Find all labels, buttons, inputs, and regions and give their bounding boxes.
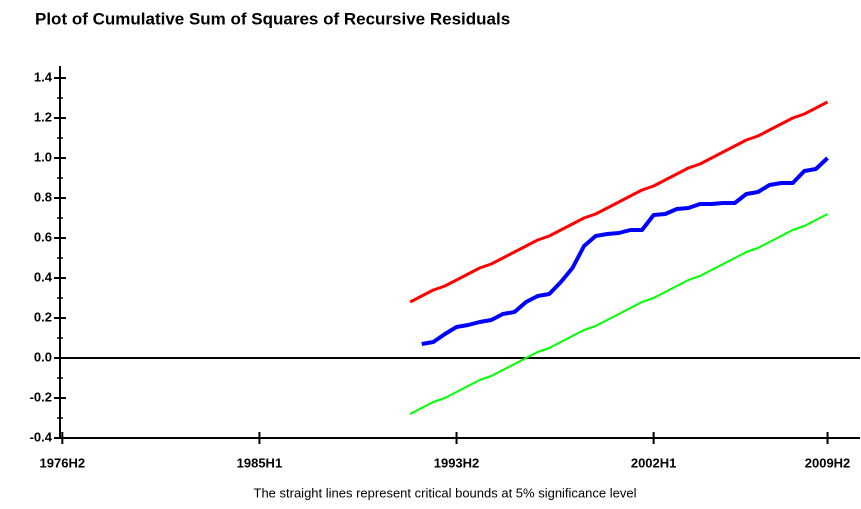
x-tick-label: 1976H2 <box>40 455 86 470</box>
x-tick-label: 1993H2 <box>434 455 480 470</box>
y-tick-label: 1.0 <box>34 149 52 164</box>
y-tick-label: -0.4 <box>30 429 53 444</box>
chart-title: Plot of Cumulative Sum of Squares of Rec… <box>35 9 510 28</box>
series-line <box>421 156 829 346</box>
x-tick-label: 2009H2 <box>805 455 851 470</box>
y-tick-label: 0.6 <box>34 229 52 244</box>
x-tick-label: 1985H1 <box>237 455 283 470</box>
series-line <box>409 213 828 415</box>
x-tick-label: 2002H1 <box>631 455 677 470</box>
series-line <box>409 100 829 304</box>
y-tick-label: 1.2 <box>34 109 52 124</box>
y-tick-label: 0.8 <box>34 189 52 204</box>
y-tick-label: 0.0 <box>34 349 52 364</box>
y-tick-label: 0.4 <box>34 269 53 284</box>
y-tick-label: -0.2 <box>30 389 52 404</box>
y-tick-label: 0.2 <box>34 309 52 324</box>
y-tick-label: 1.4 <box>34 69 53 84</box>
caption: The straight lines represent critical bo… <box>254 485 637 500</box>
